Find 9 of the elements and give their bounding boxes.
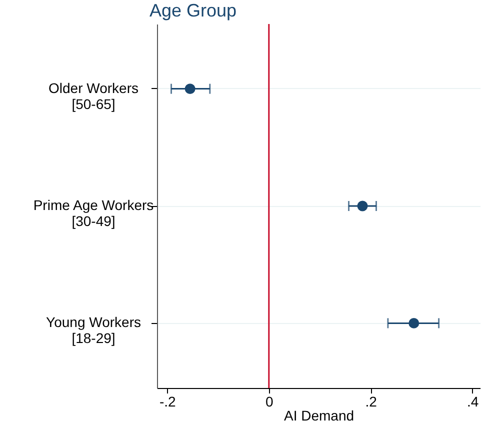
x-tick-label: -.2 (160, 394, 176, 410)
x-tick-label: .4 (467, 394, 479, 410)
y-tick-label: Older Workers [50-65] (48, 80, 138, 112)
y-axis-title: Age Group (150, 0, 237, 20)
x-axis-title: AI Demand (284, 408, 354, 424)
y-tick-label: Young Workers [18-29] (46, 314, 141, 346)
x-tick-label: .2 (365, 394, 378, 410)
y-tick-label: Prime Age Workers [30-49] (33, 197, 154, 229)
x-tick-label: 0 (266, 394, 274, 410)
